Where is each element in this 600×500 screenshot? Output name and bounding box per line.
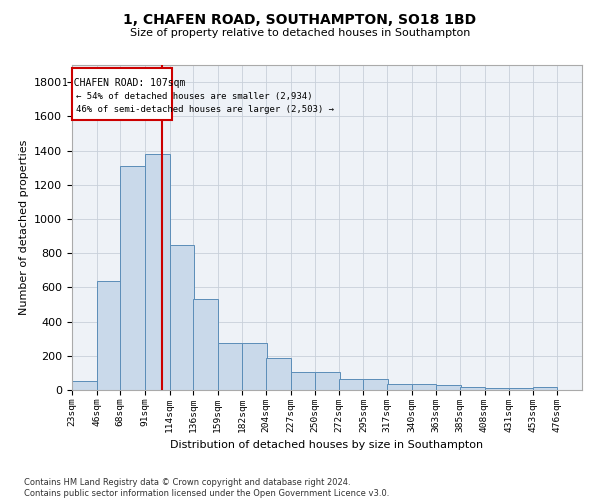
Bar — [485, 388, 509, 390]
Bar — [290, 372, 315, 390]
Text: Contains HM Land Registry data © Crown copyright and database right 2024.
Contai: Contains HM Land Registry data © Crown c… — [24, 478, 389, 498]
Text: 46% of semi-detached houses are larger (2,503) →: 46% of semi-detached houses are larger (… — [76, 106, 334, 114]
Text: 1 CHAFEN ROAD: 107sqm: 1 CHAFEN ROAD: 107sqm — [62, 78, 185, 88]
Bar — [170, 244, 194, 390]
Text: Size of property relative to detached houses in Southampton: Size of property relative to detached ho… — [130, 28, 470, 38]
Text: ← 54% of detached houses are smaller (2,934): ← 54% of detached houses are smaller (2,… — [76, 92, 313, 100]
Text: 1, CHAFEN ROAD, SOUTHAMPTON, SO18 1BD: 1, CHAFEN ROAD, SOUTHAMPTON, SO18 1BD — [124, 12, 476, 26]
Bar — [72, 382, 97, 390]
Bar — [509, 388, 534, 390]
FancyBboxPatch shape — [72, 68, 172, 120]
Bar — [339, 379, 364, 390]
Bar — [533, 388, 557, 390]
Bar — [120, 166, 145, 390]
Y-axis label: Number of detached properties: Number of detached properties — [19, 140, 29, 315]
Bar — [218, 343, 242, 390]
Bar — [242, 343, 267, 390]
Bar — [315, 372, 340, 390]
Bar — [460, 386, 485, 390]
Bar — [97, 280, 121, 390]
Bar — [436, 385, 461, 390]
Bar — [145, 154, 170, 390]
Bar — [193, 300, 218, 390]
Bar — [364, 379, 388, 390]
Bar — [387, 384, 412, 390]
Bar — [266, 358, 290, 390]
X-axis label: Distribution of detached houses by size in Southampton: Distribution of detached houses by size … — [170, 440, 484, 450]
Bar — [412, 384, 436, 390]
